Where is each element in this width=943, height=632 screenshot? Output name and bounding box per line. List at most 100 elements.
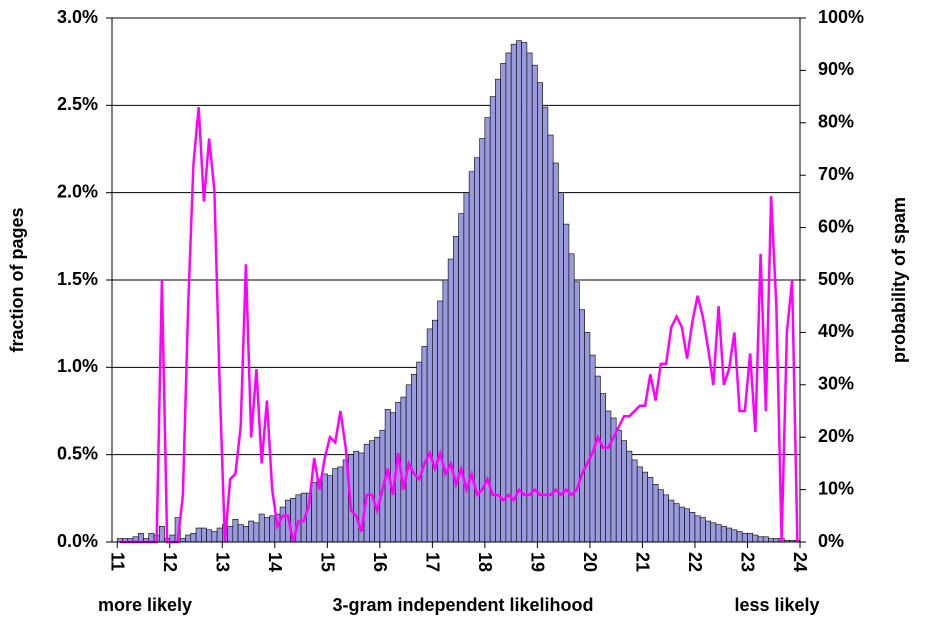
annotation: less likely [734,595,819,615]
bar [747,532,754,543]
bar [416,361,423,543]
bar [374,436,381,543]
bar [558,192,564,543]
bar [279,506,286,543]
bar [442,279,449,543]
bar [332,468,339,543]
x-tick-label: 16 [370,552,390,572]
bar [568,253,575,543]
y2-tick-label: 20% [818,426,854,446]
x-tick-label: 17 [422,552,442,572]
bar [468,171,475,543]
bar [516,40,522,543]
bar [505,52,512,543]
bar [195,527,202,543]
y-tick-label: 1.0% [57,356,98,376]
bar [757,536,764,543]
bar [190,532,197,543]
bar [495,78,501,543]
y2-tick-label: 30% [818,374,854,394]
bar [242,525,249,543]
x-tick-label: 20 [580,552,600,572]
bar [605,410,612,543]
y-tick-label: 0.5% [57,443,98,463]
bar [295,494,302,543]
bar [542,106,549,543]
x-tick-label: 12 [160,552,180,572]
bar [531,64,538,543]
bar [710,522,717,543]
x-tick-label: 14 [265,552,285,572]
bar [584,332,591,543]
bar [752,534,759,543]
bar [521,42,528,543]
bar [447,258,454,543]
bar [631,459,638,543]
bar [547,134,554,543]
y2-tick-label: 40% [818,321,854,341]
bar [137,532,144,543]
bar [526,52,533,543]
bar [148,532,155,543]
bar [327,475,333,543]
bar [594,375,601,543]
bar [500,63,507,543]
y-tick-label: 2.0% [57,181,98,201]
bar [489,96,496,543]
bar [579,309,585,543]
bar [773,538,780,543]
bar [563,223,570,543]
bar [479,138,486,543]
bar [185,534,192,543]
bar [453,236,459,543]
bar [363,443,370,543]
bar [510,43,517,543]
bar [552,162,559,543]
bar [264,517,270,543]
y-axis-label: fraction of pages [7,207,27,352]
bar [206,529,213,543]
bar [458,213,465,543]
bar [353,450,360,543]
bar [237,524,244,543]
y-tick-label: 2.5% [57,94,98,114]
bar [694,515,701,543]
x-tick-label: 21 [632,552,652,572]
bar [615,429,622,543]
bar [657,489,664,543]
bar [736,531,743,543]
bar [621,440,627,543]
y2-tick-label: 0% [818,531,844,551]
bar [699,517,706,543]
bar [426,328,433,543]
bar [684,508,691,543]
bar [715,524,722,543]
y2-tick-label: 50% [818,269,854,289]
y2-tick-label: 70% [818,164,854,184]
x-tick-label: 24 [790,552,810,572]
bar [768,538,775,543]
y-tick-label: 1.5% [57,269,98,289]
y2-tick-label: 100% [818,7,864,27]
bar [216,527,223,543]
bar [369,440,375,543]
bar [678,506,685,543]
x-tick-label: 13 [212,552,232,572]
bar [227,525,234,543]
bar [411,374,417,543]
x-tick-label: 19 [527,552,547,572]
bar [321,473,328,543]
bar [663,494,670,543]
bar [232,518,239,543]
bar [437,300,444,543]
bar [647,477,654,543]
bar [705,520,712,543]
bar [211,531,218,543]
bar [337,466,344,543]
x-tick-label: 11 [107,552,127,571]
x-axis-label: 3-gram independent likelihood [332,595,593,615]
bar [421,346,428,543]
bar [642,471,648,543]
bar [248,520,255,543]
